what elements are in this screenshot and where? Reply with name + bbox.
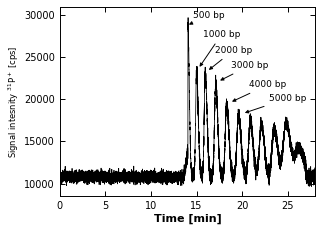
X-axis label: Time [min]: Time [min] [154, 214, 221, 224]
Text: 4000 bp: 4000 bp [233, 80, 287, 101]
Text: 3000 bp: 3000 bp [221, 61, 269, 80]
Text: 500 bp: 500 bp [190, 11, 224, 24]
Text: 1000 bp: 1000 bp [200, 30, 240, 66]
Text: 2000 bp: 2000 bp [210, 46, 252, 69]
Y-axis label: Signal intesnity $^{31}$P$^+$ [cps]: Signal intesnity $^{31}$P$^+$ [cps] [7, 45, 21, 158]
Text: 5000 bp: 5000 bp [246, 94, 307, 113]
